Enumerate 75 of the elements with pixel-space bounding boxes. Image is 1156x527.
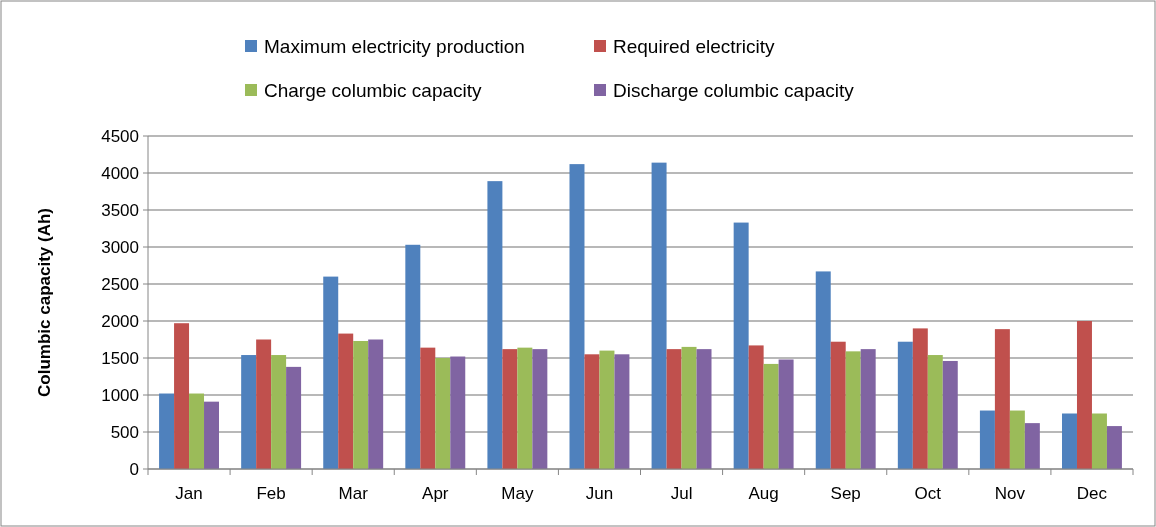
bar [830, 341, 846, 469]
bar [502, 349, 518, 469]
bar [517, 347, 533, 469]
x-tick-label: Jul [670, 484, 693, 503]
y-tick-label: 4000 [101, 163, 139, 183]
y-tick-label: 500 [110, 422, 139, 442]
bar [897, 341, 913, 469]
bar [1024, 423, 1040, 469]
bar [353, 340, 369, 469]
bar [286, 366, 302, 469]
y-tick-label: 2000 [101, 311, 139, 331]
bar [815, 271, 831, 469]
x-tick-label: Jun [585, 484, 614, 503]
bar [584, 354, 600, 469]
bar [1106, 426, 1122, 469]
legend-label: Charge columbic capacity [264, 79, 483, 101]
bar [435, 358, 451, 469]
x-tick-label: Oct [914, 484, 942, 503]
bar [666, 349, 682, 469]
bar [778, 359, 794, 469]
bar [599, 350, 615, 469]
x-tick-label: Nov [994, 484, 1026, 503]
y-tick-label: 1500 [101, 348, 139, 368]
bar [241, 355, 257, 469]
bar [420, 347, 436, 469]
bar [405, 244, 421, 469]
bar [845, 351, 861, 469]
bar [323, 276, 339, 469]
x-tick-label: May [501, 484, 534, 503]
bar [912, 328, 928, 469]
x-tick-label: Dec [1076, 484, 1108, 503]
bar [338, 333, 354, 469]
bar [748, 345, 764, 469]
x-tick-label: Jan [175, 484, 203, 503]
bar [696, 349, 712, 469]
bar [763, 363, 779, 469]
y-tick-label: 2500 [101, 274, 139, 294]
bar [979, 410, 995, 469]
x-tick-label: Mar [338, 484, 369, 503]
bar [487, 181, 503, 469]
y-tick-label: 1000 [101, 385, 139, 405]
bar [159, 393, 175, 469]
bar [1076, 321, 1092, 469]
y-axis-title: Columbic capacity (Ah) [35, 208, 54, 397]
bar [733, 222, 749, 469]
bar [189, 393, 205, 469]
bar [651, 162, 667, 469]
bar [942, 360, 958, 469]
bar [614, 354, 630, 469]
x-tick-label: Apr [422, 484, 449, 503]
bar [994, 329, 1010, 469]
legend-label: Discharge columbic capacity [613, 79, 855, 101]
y-tick-label: 4500 [101, 126, 139, 146]
bar [1062, 413, 1077, 469]
x-tick-label: Aug [748, 484, 779, 503]
x-tick-label: Sep [830, 484, 861, 503]
bar [1091, 413, 1107, 469]
bar [174, 323, 190, 469]
bar [532, 349, 548, 469]
bar [204, 401, 219, 469]
bar [569, 164, 585, 469]
bar [1009, 410, 1025, 469]
bar [450, 356, 466, 469]
bar [681, 346, 697, 469]
bar [368, 339, 384, 469]
y-tick-label: 3500 [101, 200, 139, 220]
legend-label: Maximum electricity production [264, 35, 525, 57]
bar [927, 355, 943, 469]
bar [256, 339, 272, 469]
bar [860, 349, 876, 469]
legend-label: Required electricity [613, 35, 776, 57]
y-tick-label: 0 [129, 459, 139, 479]
y-tick-label: 3000 [101, 237, 139, 257]
x-tick-label: Feb [256, 484, 286, 503]
bar [271, 355, 287, 469]
